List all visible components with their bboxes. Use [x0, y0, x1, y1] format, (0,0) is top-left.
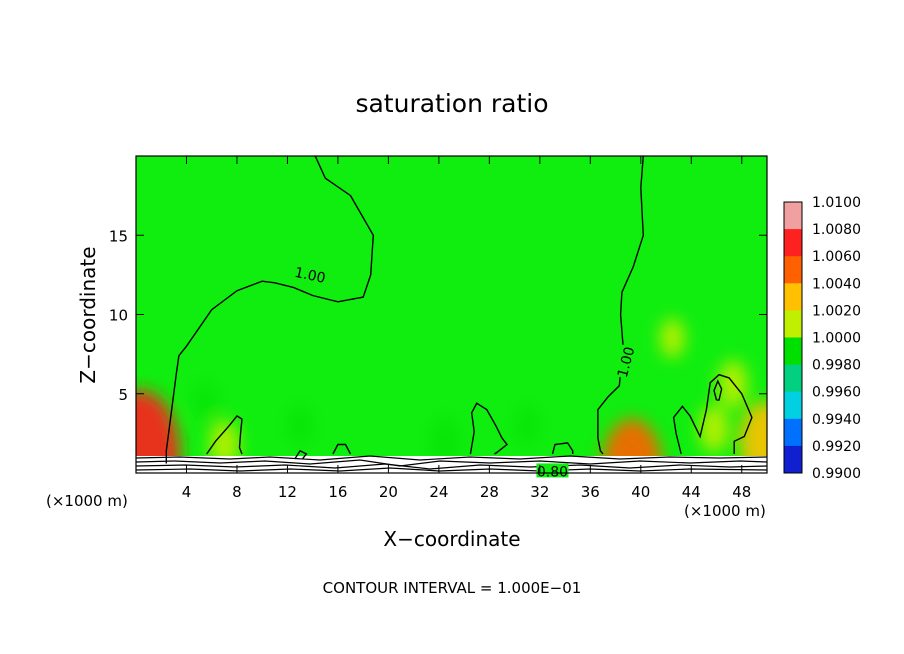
x-tick-label: 36	[581, 483, 600, 501]
field-hotspot	[136, 389, 180, 473]
contour-line	[713, 379, 723, 401]
field-hotspot	[514, 405, 540, 446]
colorbar-segment	[784, 445, 802, 474]
contour-line	[469, 402, 508, 455]
contour-line	[206, 414, 243, 455]
colorbar-label: 0.9940	[812, 412, 861, 428]
x-tick-label: 28	[480, 483, 499, 501]
ground-contour	[136, 467, 767, 472]
colorbar-segment	[784, 229, 802, 257]
x-tick-label: 24	[429, 483, 448, 501]
y-tick-label: 5	[118, 386, 128, 404]
colorbar-label: 1.0020	[812, 303, 861, 319]
colorbar-segment	[784, 364, 802, 393]
x-tick-label: 12	[278, 483, 297, 501]
colorbar-label: 0.9920	[812, 439, 861, 455]
contour-label-backdrop	[293, 263, 328, 285]
field-hotspot	[659, 318, 685, 359]
field-hotspot	[287, 405, 313, 446]
x-tick-label: 20	[379, 483, 398, 501]
colorbar-segment	[784, 283, 802, 311]
ground-contour	[136, 455, 767, 461]
field-hotspot	[739, 401, 767, 473]
x-tick-label: 40	[631, 483, 650, 501]
x-tick-label: 8	[232, 483, 242, 501]
field-hotspot	[430, 417, 461, 466]
x-axis-unit: (×1000 m)	[684, 502, 766, 520]
chart-title: saturation ratio	[355, 89, 548, 118]
colorbar-frame	[783, 201, 803, 474]
contour-label: 1.00	[615, 345, 639, 379]
contour-label: 1.00	[293, 265, 327, 287]
field-hotspot	[698, 404, 729, 453]
y-axis-unit: (×1000 m)	[46, 492, 128, 510]
contour-labels: 1.001.000.80	[293, 263, 639, 480]
x-axis: 4 8 12 16 20 24 28 32 36 40 44 48	[182, 156, 751, 501]
contour-line	[672, 373, 753, 455]
contour-interval-note: CONTOUR INTERVAL = 1.000E−01	[323, 579, 582, 597]
x-tick-label: 44	[682, 483, 701, 501]
contour-line	[165, 156, 375, 464]
y-axis-label: Z−coordinate	[76, 246, 100, 383]
contour-line	[294, 449, 308, 460]
colorbar-legend: 1.0100 1.0080 1.0060 1.0040 1.0020 1.0000 0.99…	[783, 195, 861, 482]
field-hotspot	[717, 360, 748, 409]
y-axis: 5 10 15	[109, 227, 767, 404]
x-tick-label: 48	[732, 483, 751, 501]
x-tick-label: 16	[328, 483, 347, 501]
colorbar-segment	[784, 337, 802, 366]
y-tick-label: 10	[109, 307, 128, 325]
colorbar-segment	[784, 202, 802, 230]
colorbar-segment	[784, 391, 802, 420]
plot-area: 1.001.000.80 4 8 12 16 20 24 28 32 36 40 44 48 5101…	[109, 155, 768, 501]
contour-label-backdrop	[536, 463, 569, 478]
ground-layer	[136, 455, 767, 473]
colorbar-label: 0.9900	[812, 466, 861, 482]
x-tick-label: 32	[530, 483, 549, 501]
ground-contour	[136, 463, 767, 470]
ground-contour	[136, 459, 767, 467]
field-hotspot	[192, 381, 218, 422]
colorbar-label: 1.0080	[812, 222, 861, 238]
y-tick-label: 15	[109, 227, 128, 245]
colorbar-segment	[784, 418, 802, 447]
x-axis-label: X−coordinate	[383, 527, 520, 551]
colorbar-label: 1.0040	[812, 276, 861, 292]
colorbar-label: 1.0000	[812, 331, 861, 347]
contour-line	[551, 442, 574, 455]
colorbar-label: 0.9960	[812, 385, 861, 401]
colorbar-label: 0.9980	[812, 358, 861, 374]
colorbar-segment	[784, 310, 802, 338]
x-tick-label: 4	[182, 483, 192, 501]
colorbar-label: 1.0100	[812, 195, 861, 211]
colorbar-segment	[784, 256, 802, 284]
contour-label-backdrop	[613, 344, 636, 380]
contour-line	[332, 443, 352, 455]
colorbar-label: 1.0060	[812, 249, 861, 265]
